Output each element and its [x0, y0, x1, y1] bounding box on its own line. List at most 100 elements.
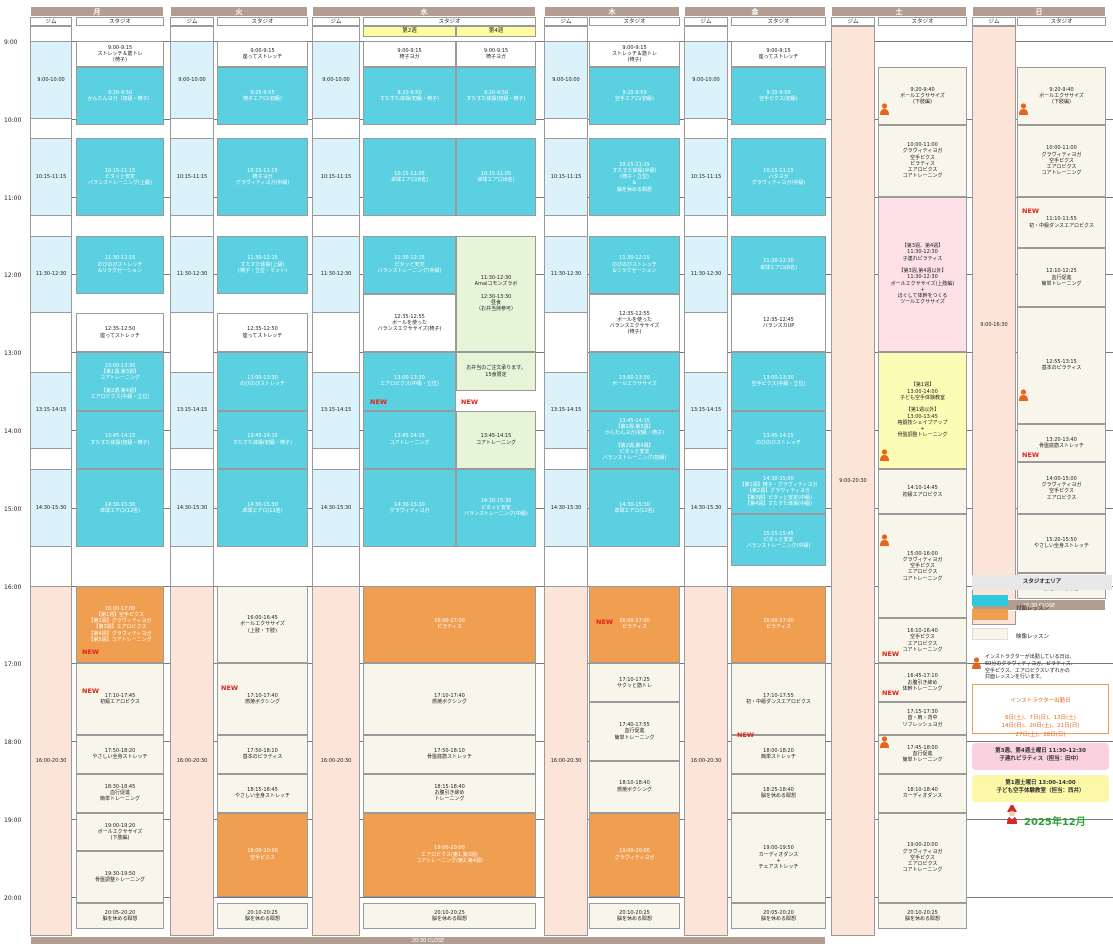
studio-lesson[interactable]: 10:15-11:15 すたすた体操(中級) (椅子・立位) & 脳を休める瞑想 — [589, 138, 680, 217]
studio-lesson[interactable]: 10:15-11:15 椅子ヨガ グラヴィティヨガ(中級) — [217, 138, 308, 217]
gym-slot-sat[interactable]: 9:00-20:30 — [831, 26, 875, 936]
studio-lesson[interactable]: 17:10-17:25 サクッと筋トレ — [589, 663, 680, 703]
studio-lesson[interactable]: 9:00-9:15 ストレッチ＆筋トレ (椅子) — [589, 41, 680, 67]
studio-lesson[interactable]: 11:30-12:30 卓球エアロ(8名) — [731, 235, 826, 294]
studio-lesson[interactable]: 10:00-11:00 グラヴィティヨガ 空手ピクス エアロビクス コアトレーニ… — [1017, 125, 1106, 197]
studio-lesson[interactable]: お弁当のご注文承ります。 15食限定 — [456, 352, 536, 392]
studio-lesson[interactable]: 14:10-14:45 初級エアロビクス — [878, 468, 967, 515]
studio-lesson[interactable]: 13:45-14:15 コアトレーニング — [363, 410, 456, 469]
studio-lesson[interactable]: 17:40-17:55 血行促進 簡単トレーニング — [589, 702, 680, 761]
studio-lesson[interactable]: 13:45-14:15 のびのびストレッチ — [731, 410, 826, 469]
studio-lesson[interactable]: 12:55-13:15 基本のピラティス — [1017, 306, 1106, 424]
gym-slot[interactable]: 14:30-15:30 — [170, 468, 214, 547]
studio-lesson[interactable]: 17:50-18:10 骨盤底筋ストレッチ — [363, 734, 536, 774]
studio-lesson[interactable]: 19:00-20:00 エアロビクス(第1,第3週) コアトレーニング(第2,第… — [363, 812, 536, 897]
studio-lesson[interactable]: 13:45-14:15 すたすた体操(初級・椅子) — [76, 410, 164, 469]
studio-lesson[interactable]: 18:15-18:45 やさしい全身ストレッチ — [217, 773, 308, 813]
studio-lesson[interactable]: 13:00-13:30 【第1週,第3週】 コアトレーニング 【第2週,第4週】… — [76, 352, 164, 411]
studio-lesson[interactable]: 9:20-9:50 すたすた体操(初級・椅子) — [456, 66, 536, 126]
studio-lesson[interactable]: 14:30-15:30 卓球エアロ(12名) — [589, 468, 680, 547]
gym-slot[interactable]: 16:00-20:30 — [312, 585, 360, 936]
studio-lesson[interactable]: 【第1週】 13:00-14:00 子ども空手体験教室 【第1週以外】 13:0… — [878, 352, 967, 469]
studio-lesson[interactable]: 16:10-16:40 空手ピクス エアロビクス コアトレーニング — [878, 618, 967, 664]
studio-lesson[interactable]: 18:30-18:45 血行促進 簡単トレーニング — [76, 773, 164, 813]
studio-lesson[interactable]: 19:00-19:20 ボールエクササイズ (下肢編) — [76, 812, 164, 852]
studio-lesson[interactable]: 18:15-18:40 お腹引き締め トレーニング — [363, 773, 536, 813]
gym-slot[interactable]: 14:30-15:30 — [312, 468, 360, 547]
studio-lesson[interactable]: 11:10-11:55 初・中級ダンスエアロビクス — [1017, 196, 1106, 249]
studio-lesson[interactable]: 17:10-17:45 初級エアロビクス — [76, 663, 164, 735]
studio-lesson[interactable]: 11:30-12:15 のびのびストレッチ &リラクゼーション — [76, 235, 164, 294]
gym-slot[interactable]: 16:00-20:30 — [544, 585, 588, 936]
studio-lesson[interactable]: 17:50-18:20 やさしい全身ストレッチ — [76, 734, 164, 774]
gym-slot[interactable]: 10:15-11:15 — [684, 138, 728, 217]
studio-lesson[interactable]: 13:00-13:30 エアロビクス(中級・立位) — [363, 352, 456, 411]
studio-lesson[interactable]: 16:00-17:00 ピラティス — [731, 585, 826, 664]
studio-lesson[interactable]: 16:00-16:45 ボールエクササイズ (上肢・下肢) — [217, 585, 308, 664]
gym-slot[interactable]: 9:00-10:00 — [684, 41, 728, 119]
gym-slot[interactable]: 9:00-10:00 — [544, 41, 588, 119]
gym-slot[interactable]: 14:30-15:30 — [30, 468, 72, 547]
studio-lesson[interactable]: 18:10-18:40 カーディオダンス — [878, 773, 967, 813]
studio-lesson[interactable]: 17:10-17:40 燃焼ボクシング — [363, 663, 536, 735]
studio-lesson[interactable]: 9:25-9:55 椅子エアロ(初級) — [217, 66, 308, 126]
studio-lesson[interactable]: 15:15-15:45 ピタッと安定 バランストレーニング(中級) — [731, 514, 826, 567]
gym-slot[interactable]: 10:15-11:15 — [30, 138, 72, 217]
studio-lesson[interactable]: 15:20-15:50 やさしい全身ストレッチ — [1017, 514, 1106, 573]
studio-lesson[interactable]: 9:20-9:50 かんたんヨガ（初級・椅子） — [76, 66, 164, 126]
studio-lesson[interactable]: 11:30-12:15 のびのびストレッチ &リラクゼーション — [589, 235, 680, 294]
gym-slot[interactable]: 16:00-20:30 — [170, 585, 214, 936]
gym-slot[interactable]: 11:30-12:30 — [312, 235, 360, 314]
studio-lesson[interactable]: 14:30-15:00 【第1週】椅子・グラヴィティヨガ 【第2週】グラヴィティ… — [731, 468, 826, 515]
studio-lesson[interactable]: 10:15-11:15 ハタヨガ グラヴィティヨガ(中級) — [731, 138, 826, 217]
studio-lesson[interactable]: 20:05-20:20 脳を休める瞑想 — [76, 903, 164, 930]
studio-lesson[interactable]: 20:05-20:20 脳を休める瞑想 — [731, 903, 826, 930]
studio-lesson[interactable]: 13:00-13:30 のびのびストレッチ — [217, 352, 308, 411]
studio-lesson[interactable]: 19:00-20:00 グラヴィティヨガ — [589, 812, 680, 897]
studio-lesson[interactable]: 17:10-17:55 初・中級ダンスエアロビクス — [731, 663, 826, 735]
gym-slot[interactable]: 13:15-14:15 — [312, 371, 360, 450]
studio-lesson[interactable]: 19:00-20:00 グラヴィティヨガ 空手ピクス エアロビクス コアトレーニ… — [878, 812, 967, 904]
gym-slot[interactable]: 11:30-12:30 — [544, 235, 588, 314]
studio-lesson[interactable]: 9:00-9:15 椅子ヨガ — [456, 41, 536, 67]
gym-slot[interactable]: 11:30-12:30 — [170, 235, 214, 314]
gym-slot[interactable]: 9:00-10:00 — [312, 41, 360, 119]
studio-lesson[interactable]: 14:30-15:30 ピタッと安定 バランストレーニング(中級) — [456, 468, 536, 547]
studio-lesson[interactable]: 18:25-18:40 脳を休める瞑想 — [731, 773, 826, 813]
gym-slot[interactable]: 14:30-15:30 — [684, 468, 728, 547]
studio-lesson[interactable]: 17:50-18:10 基本のピラティス — [217, 734, 308, 774]
studio-lesson[interactable]: 13:45-14:15 【第1週,第3週】 かんたんヨガ(初級・椅子) 【第2週… — [589, 410, 680, 469]
studio-lesson[interactable]: 11:30-12:15 すたすた体操(上級) (椅子・立位・マット) — [217, 235, 308, 294]
studio-lesson[interactable]: 10:15-11:15 ピタッと安定 バランストレーニング(上級) — [76, 138, 164, 217]
studio-lesson[interactable]: 14:30-15:30 卓球エアロ(12名) — [217, 468, 308, 547]
studio-lesson[interactable]: 9:20-9:50 空手エアロ(初級) — [589, 66, 680, 126]
studio-lesson[interactable]: 12:35-12:50 座ってストレッチ — [76, 313, 164, 353]
studio-lesson[interactable]: 12:10-12:25 血行促進 簡単トレーニング — [1017, 248, 1106, 307]
gym-slot[interactable]: 13:15-14:15 — [170, 371, 214, 450]
gym-slot[interactable]: 13:15-14:15 — [30, 371, 72, 450]
studio-lesson[interactable]: 16:00-17:00 ピラティス — [363, 585, 536, 664]
gym-slot[interactable]: 11:30-12:30 — [30, 235, 72, 314]
studio-lesson[interactable]: 13:00-13:30 ボールエクササイズ — [589, 352, 680, 411]
studio-lesson[interactable]: 10:00-11:00 グラヴィティヨガ 空手ピクス ピラティス エアロビクス … — [878, 125, 967, 197]
studio-lesson[interactable]: 17:15-17:30 首・肩・背中 リフレッシュヨガ — [878, 702, 967, 735]
studio-lesson[interactable]: 14:30-15:30 グラヴィティヨガ — [363, 468, 456, 547]
studio-lesson[interactable]: 20:10-20:25 脳を休める瞑想 — [878, 903, 967, 930]
studio-lesson[interactable]: 15:00-16:00 グラヴィティヨガ 空手ピクス エアロビクス コアトレーニ… — [878, 514, 967, 618]
studio-lesson[interactable]: 20:10-20:25 脳を休める瞑想 — [589, 903, 680, 930]
gym-slot[interactable]: 11:30-12:30 — [684, 235, 728, 314]
studio-lesson[interactable]: 9:00-9:15 座ってストレッチ — [217, 41, 308, 67]
gym-slot[interactable]: 10:15-11:15 — [544, 138, 588, 217]
studio-lesson[interactable]: 10:15-11:05 卓球エアロ(8名) — [456, 138, 536, 217]
studio-lesson[interactable]: 9:00-9:15 座ってストレッチ — [731, 41, 826, 67]
studio-lesson[interactable]: 18:00-18:20 簡単ストレッチ — [731, 734, 826, 774]
gym-slot[interactable]: 10:15-11:15 — [170, 138, 214, 217]
studio-lesson[interactable]: 10:15-11:05 卓球エアロ(8名) — [363, 138, 456, 217]
studio-lesson[interactable]: 19:00-20:00 空手ピクス — [217, 812, 308, 897]
studio-lesson[interactable]: 9:20-9:50 すたすた体操(初級・椅子) — [363, 66, 456, 126]
studio-lesson[interactable]: 11:30-12:30 Amaiコモンズラボ 12:30-13:30 昼食 （お… — [456, 235, 536, 353]
gym-slot[interactable]: 16:00-20:30 — [30, 585, 72, 936]
gym-slot[interactable]: 16:00-20:30 — [684, 585, 728, 936]
studio-lesson[interactable]: 12:35-12:55 ボールを使った バランスエクササイズ(椅子) — [363, 293, 456, 353]
studio-lesson[interactable]: 9:20-9:40 ボールエクササイズ (下肢編) — [878, 66, 967, 126]
